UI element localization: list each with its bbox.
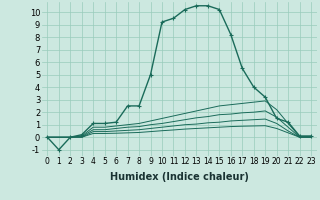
- X-axis label: Humidex (Indice chaleur): Humidex (Indice chaleur): [110, 172, 249, 182]
